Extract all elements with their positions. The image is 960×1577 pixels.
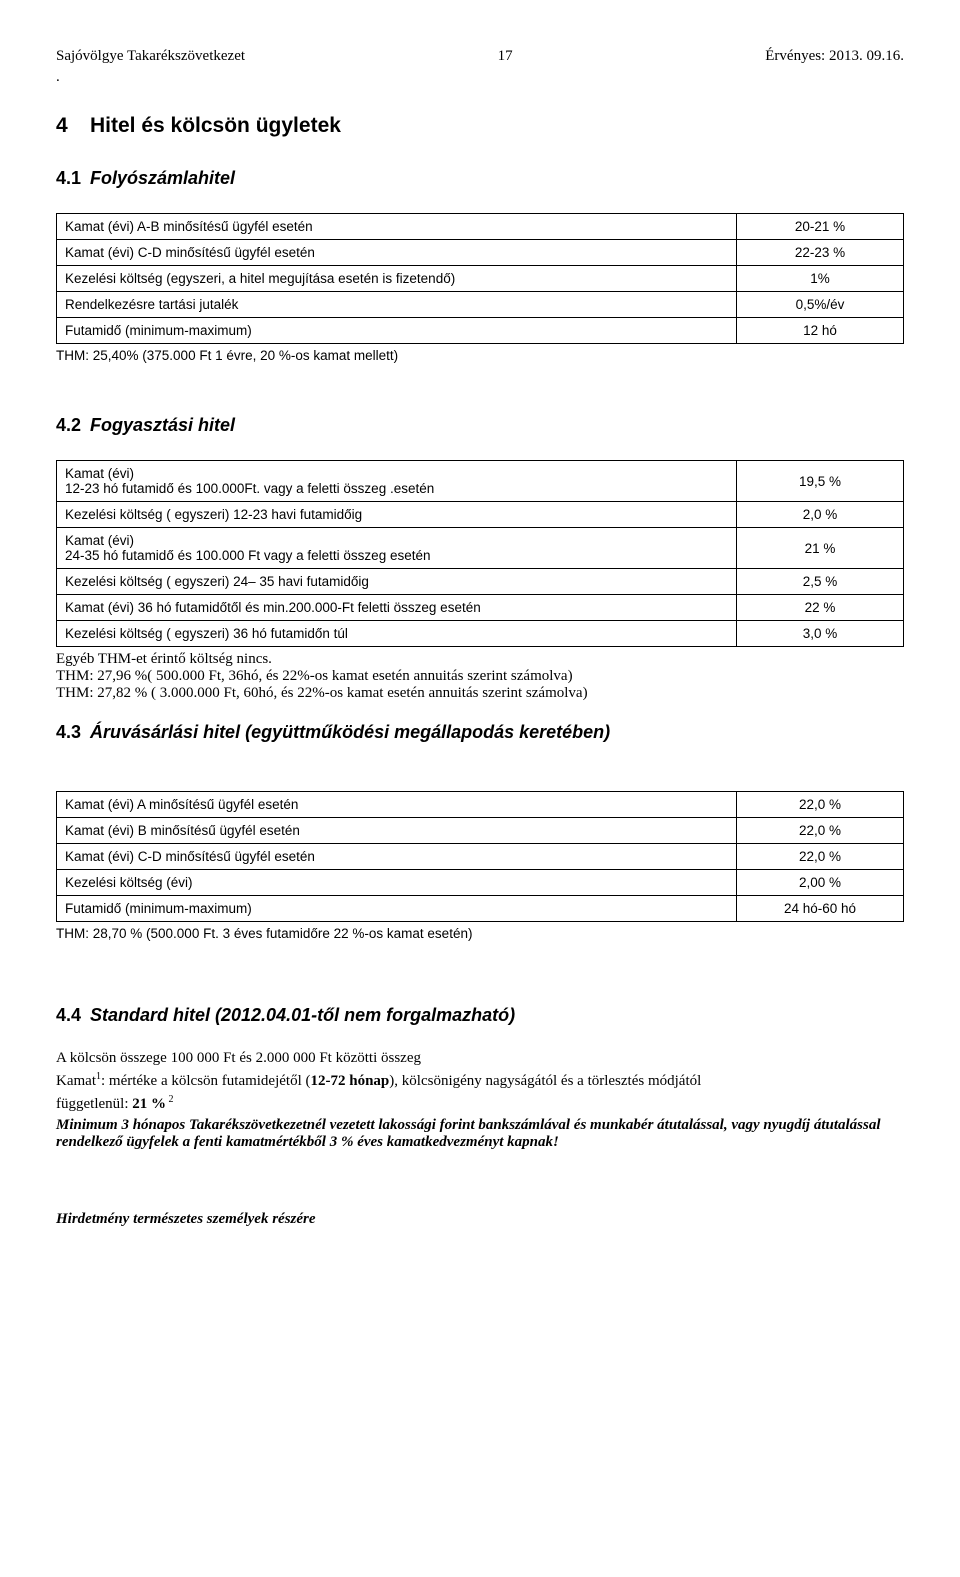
- thm-4-2-line1: Egyéb THM-et érintő költség nincs.: [56, 651, 904, 668]
- table-4-2: Kamat (évi) 12-23 hó futamidő és 100.000…: [56, 460, 904, 647]
- page-header: Sajóvölgye Takarékszövetkezet 17 Érvénye…: [56, 48, 904, 65]
- heading-4: 4Hitel és kölcsön ügyletek: [56, 114, 904, 138]
- cell-label: Kezelési költség ( egyszeri) 12-23 havi …: [57, 502, 737, 528]
- s44-line2b: : mértéke a kölcsön futamidejétől (: [101, 1073, 311, 1089]
- heading-4-4-num: 4.4: [56, 1005, 90, 1026]
- heading-4-num: 4: [56, 114, 90, 138]
- table-row: Kamat (évi) B minősítésű ügyfél esetén22…: [57, 818, 904, 844]
- table-row: Futamidő (minimum-maximum)12 hó: [57, 318, 904, 344]
- cell-value: 22-23 %: [737, 240, 904, 266]
- s44-line2: Kamat1: mértéke a kölcsön futamidejétől …: [56, 1071, 904, 1090]
- table-row: Futamidő (minimum-maximum)24 hó-60 hó: [57, 896, 904, 922]
- cell-label: Kezelési költség ( egyszeri) 24– 35 havi…: [57, 569, 737, 595]
- s44-line2c: ), kölcsönigény nagyságától és a törlesz…: [389, 1073, 701, 1089]
- heading-4-1-title: Folyószámlahitel: [90, 168, 235, 188]
- header-page-number: 17: [498, 48, 513, 65]
- cell-label: Kamat (évi) 24-35 hó futamidő és 100.000…: [57, 528, 737, 569]
- cell-value: 24 hó-60 hó: [737, 896, 904, 922]
- table-row: Kamat (évi) C-D minősítésű ügyfél esetén…: [57, 240, 904, 266]
- heading-4-4-title: Standard hitel (2012.04.01-től nem forga…: [90, 1005, 515, 1025]
- cell-value: 1%: [737, 266, 904, 292]
- thm-4-1: THM: 25,40% (375.000 Ft 1 évre, 20 %-os …: [56, 348, 904, 363]
- table-4-1: Kamat (évi) A-B minősítésű ügyfél esetén…: [56, 213, 904, 344]
- heading-4-2: 4.2Fogyasztási hitel: [56, 415, 904, 436]
- table-row: Kamat (évi) 12-23 hó futamidő és 100.000…: [57, 461, 904, 502]
- s44-line3b: 21 %: [132, 1096, 166, 1112]
- table-row: Kezelési költség ( egyszeri) 12-23 havi …: [57, 502, 904, 528]
- heading-4-3-title: Áruvásárlási hitel (együttműködési megál…: [90, 722, 610, 742]
- heading-4-title: Hitel és kölcsön ügyletek: [90, 114, 341, 137]
- table-row: Kamat (évi) C-D minősítésű ügyfél esetén…: [57, 844, 904, 870]
- table-row: Kamat (évi) 36 hó futamidőtől és min.200…: [57, 595, 904, 621]
- heading-4-1-num: 4.1: [56, 168, 90, 189]
- table-row: Kezelési költség (évi)2,00 %: [57, 870, 904, 896]
- s44-line1: A kölcsön összege 100 000 Ft és 2.000 00…: [56, 1050, 904, 1067]
- heading-4-4: 4.4Standard hitel (2012.04.01-től nem fo…: [56, 1005, 904, 1026]
- heading-4-2-num: 4.2: [56, 415, 90, 436]
- cell-value: 22,0 %: [737, 818, 904, 844]
- s44-line2-bold: 12-72 hónap: [311, 1073, 390, 1089]
- table-row: Kamat (évi) 24-35 hó futamidő és 100.000…: [57, 528, 904, 569]
- cell-value: 22,0 %: [737, 844, 904, 870]
- cell-value: 21 %: [737, 528, 904, 569]
- cell-value: 22 %: [737, 595, 904, 621]
- cell-label: Kamat (évi) A minősítésű ügyfél esetén: [57, 792, 737, 818]
- cell-value: 20-21 %: [737, 214, 904, 240]
- table-row: Kezelési költség (egyszeri, a hitel megu…: [57, 266, 904, 292]
- header-dot: .: [56, 69, 904, 86]
- table-row: Kamat (évi) A minősítésű ügyfél esetén22…: [57, 792, 904, 818]
- cell-label: Kamat (évi) 36 hó futamidőtől és min.200…: [57, 595, 737, 621]
- cell-label: Futamidő (minimum-maximum): [57, 318, 737, 344]
- header-right: Érvényes: 2013. 09.16.: [765, 48, 904, 65]
- heading-4-2-title: Fogyasztási hitel: [90, 415, 235, 435]
- cell-value: 22,0 %: [737, 792, 904, 818]
- thm-4-2: Egyéb THM-et érintő költség nincs. THM: …: [56, 651, 904, 702]
- table-row: Kezelési költség ( egyszeri) 36 hó futam…: [57, 621, 904, 647]
- cell-label: Kamat (évi) B minősítésű ügyfél esetén: [57, 818, 737, 844]
- heading-4-3-num: 4.3: [56, 722, 90, 743]
- cell-label: Kezelési költség (évi): [57, 870, 737, 896]
- table-row: Rendelkezésre tartási jutalék0,5%/év: [57, 292, 904, 318]
- cell-label: Kamat (évi) C-D minősítésű ügyfél esetén: [57, 240, 737, 266]
- heading-4-1: 4.1Folyószámlahitel: [56, 168, 904, 189]
- s44-line3a: függetlenül:: [56, 1096, 132, 1112]
- cell-label: Kezelési költség (egyszeri, a hitel megu…: [57, 266, 737, 292]
- cell-value: 2,5 %: [737, 569, 904, 595]
- cell-value: 2,0 %: [737, 502, 904, 528]
- thm-4-2-line2: THM: 27,96 %( 500.000 Ft, 36hó, és 22%-o…: [56, 668, 904, 685]
- footnote-2: 2: [166, 1094, 174, 1105]
- cell-label: Kamat (évi) A-B minősítésű ügyfél esetén: [57, 214, 737, 240]
- cell-value: 19,5 %: [737, 461, 904, 502]
- cell-value: 2,00 %: [737, 870, 904, 896]
- cell-value: 3,0 %: [737, 621, 904, 647]
- s44-line2a: Kamat: [56, 1073, 96, 1089]
- cell-value: 0,5%/év: [737, 292, 904, 318]
- thm-4-2-line3: THM: 27,82 % ( 3.000.000 Ft, 60hó, és 22…: [56, 685, 904, 702]
- cell-label: Futamidő (minimum-maximum): [57, 896, 737, 922]
- cell-label: Kamat (évi) C-D minősítésű ügyfél esetén: [57, 844, 737, 870]
- header-left: Sajóvölgye Takarékszövetkezet: [56, 48, 245, 65]
- thm-4-3: THM: 28,70 % (500.000 Ft. 3 éves futamid…: [56, 926, 904, 941]
- s44-line4: Minimum 3 hónapos Takarékszövetkezetnél …: [56, 1117, 904, 1151]
- heading-4-3: 4.3Áruvásárlási hitel (együttműködési me…: [56, 722, 904, 743]
- table-row: Kamat (évi) A-B minősítésű ügyfél esetén…: [57, 214, 904, 240]
- page-footer: Hirdetmény természetes személyek részére: [56, 1211, 904, 1228]
- cell-label: Kezelési költség ( egyszeri) 36 hó futam…: [57, 621, 737, 647]
- s44-line3: függetlenül: 21 % 2: [56, 1094, 904, 1113]
- cell-label: Rendelkezésre tartási jutalék: [57, 292, 737, 318]
- table-4-3: Kamat (évi) A minősítésű ügyfél esetén22…: [56, 791, 904, 922]
- cell-value: 12 hó: [737, 318, 904, 344]
- table-row: Kezelési költség ( egyszeri) 24– 35 havi…: [57, 569, 904, 595]
- cell-label: Kamat (évi) 12-23 hó futamidő és 100.000…: [57, 461, 737, 502]
